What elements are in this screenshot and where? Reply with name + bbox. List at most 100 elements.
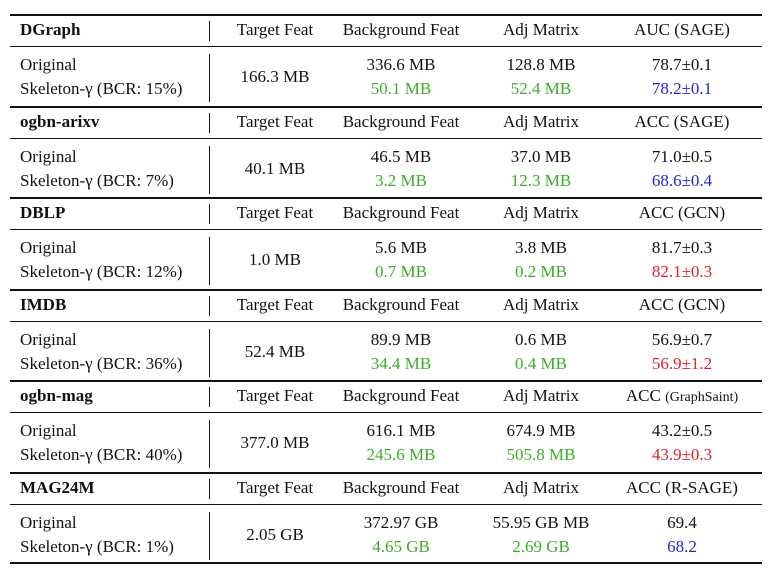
background-original: 372.97 GB [363, 513, 439, 532]
header-bottom-rule [10, 412, 762, 414]
header-adj-matrix: Adj Matrix [502, 386, 580, 406]
adj-original: 128.8 MB [506, 55, 576, 74]
body-divider [209, 54, 210, 102]
target-feat-value: 2.05 GB [246, 525, 304, 544]
adj-original: 37.0 MB [510, 146, 572, 166]
adj-skeleton: 0.4 MB [515, 353, 567, 373]
header-metric: ACC (GCN) [606, 295, 758, 315]
header-adj-matrix: Adj Matrix [502, 111, 580, 131]
row-label-skeleton: Skeleton-γ (BCR: 7%) [20, 170, 174, 190]
body-divider [209, 512, 210, 560]
dataset-name: IMDB [20, 294, 67, 314]
background-original: 89.9 MB [370, 329, 432, 349]
header-adj-matrix: Adj Matrix [502, 294, 580, 314]
header-background-feat: Background Feat [342, 203, 460, 223]
dataset-name: ogbn-mag [20, 386, 93, 406]
header-divider [209, 479, 210, 499]
metric-label: ACC (R-SAGE) [626, 478, 738, 497]
metric-original: 56.9±0.7 [651, 329, 713, 349]
row-label-skeleton: Skeleton-γ (BCR: 1%) [20, 537, 174, 556]
header-divider [209, 204, 210, 225]
header-background-feat: Background Feat [342, 478, 460, 497]
metric-label: AUC (SAGE) [634, 20, 730, 39]
metric-original: 43.2±0.5 [651, 421, 713, 441]
header-target-feat: Target Feat [236, 294, 314, 314]
header-bottom-rule [10, 229, 762, 231]
adj-skeleton: 52.4 MB [510, 79, 572, 98]
background-skeleton: 4.65 GB [372, 537, 430, 556]
header-target-feat: Target Feat [236, 478, 314, 497]
adj-original: 0.6 MB [515, 329, 567, 349]
metric-original: 81.7±0.3 [651, 238, 713, 258]
block-top-rule [10, 197, 762, 200]
adj-original: 3.8 MB [515, 238, 567, 258]
block-top-rule [10, 472, 762, 474]
row-label-original: Original [20, 146, 77, 166]
background-original: 336.6 MB [366, 55, 436, 74]
body-divider [209, 145, 210, 194]
background-original: 46.5 MB [370, 146, 432, 166]
dataset-name: MAG24M [20, 478, 95, 497]
adj-skeleton: 0.2 MB [515, 262, 567, 282]
adj-original: 55.95 GB MB [492, 513, 590, 532]
header-background-feat: Background Feat [342, 20, 460, 39]
metric-label: ACC (SAGE) [634, 111, 730, 131]
background-skeleton: 50.1 MB [370, 79, 432, 98]
background-skeleton: 34.4 MB [370, 353, 432, 373]
dataset-name: DBLP [20, 203, 66, 223]
background-skeleton: 245.6 MB [366, 445, 436, 465]
body-divider [209, 420, 210, 469]
block-top-rule [10, 14, 762, 16]
metric-label: ACC (GCN) [638, 294, 726, 314]
header-bottom-rule [10, 137, 762, 139]
background-original: 616.1 MB [366, 421, 436, 441]
metric-original: 69.4 [667, 513, 697, 532]
metric-label: ACC [625, 386, 661, 406]
header-background-feat: Background Feat [342, 294, 460, 314]
header-adj-matrix: Adj Matrix [502, 203, 580, 223]
adj-skeleton: 505.8 MB [506, 445, 576, 465]
block-top-rule [10, 288, 762, 291]
row-label-original: Original [20, 513, 77, 532]
metric-original: 78.7±0.1 [651, 55, 713, 74]
metric-skeleton: 68.2 [667, 537, 697, 556]
header-metric: ACC (GCN) [606, 203, 758, 223]
row-label-original: Original [20, 421, 77, 441]
adj-skeleton: 2.69 GB [512, 537, 570, 556]
metric-skeleton: 82.1±0.3 [651, 262, 713, 282]
header-target-feat: Target Feat [236, 20, 314, 39]
header-target-feat: Target Feat [236, 111, 314, 131]
header-target-feat: Target Feat [236, 386, 314, 406]
target-feat-value: 52.4 MB [244, 341, 306, 361]
target-feat-value: 166.3 MB [240, 67, 310, 86]
metric-skeleton: 68.6±0.4 [651, 170, 713, 190]
header-adj-matrix: Adj Matrix [502, 20, 580, 39]
header-target-feat: Target Feat [236, 203, 314, 223]
metric-label: ACC (GCN) [638, 203, 726, 223]
metric-suffix: (GraphSaint) [665, 390, 739, 406]
header-bottom-rule [10, 504, 762, 505]
background-skeleton: 3.2 MB [375, 170, 427, 190]
row-label-skeleton: Skeleton-γ (BCR: 15%) [20, 79, 183, 98]
body-divider [209, 237, 210, 286]
background-skeleton: 0.7 MB [375, 262, 427, 282]
row-label-original: Original [20, 238, 77, 258]
row-label-original: Original [20, 55, 77, 74]
metric-skeleton: 56.9±1.2 [651, 353, 713, 373]
target-feat-value: 40.1 MB [244, 158, 306, 178]
header-divider [209, 112, 210, 133]
block-top-rule [10, 380, 762, 383]
header-metric: ACC (GraphSaint) [606, 386, 758, 408]
table-bottom-rule [10, 561, 762, 564]
row-label-original: Original [20, 329, 77, 349]
header-bottom-rule [10, 320, 762, 322]
header-metric: AUC (SAGE) [606, 20, 758, 40]
header-divider [209, 295, 210, 316]
target-feat-value: 377.0 MB [240, 433, 310, 453]
block-top-rule [10, 105, 762, 108]
header-adj-matrix: Adj Matrix [502, 478, 580, 497]
header-background-feat: Background Feat [342, 386, 460, 406]
header-bottom-rule [10, 46, 762, 47]
metric-skeleton: 78.2±0.1 [651, 79, 713, 98]
header-metric: ACC (SAGE) [606, 112, 758, 132]
